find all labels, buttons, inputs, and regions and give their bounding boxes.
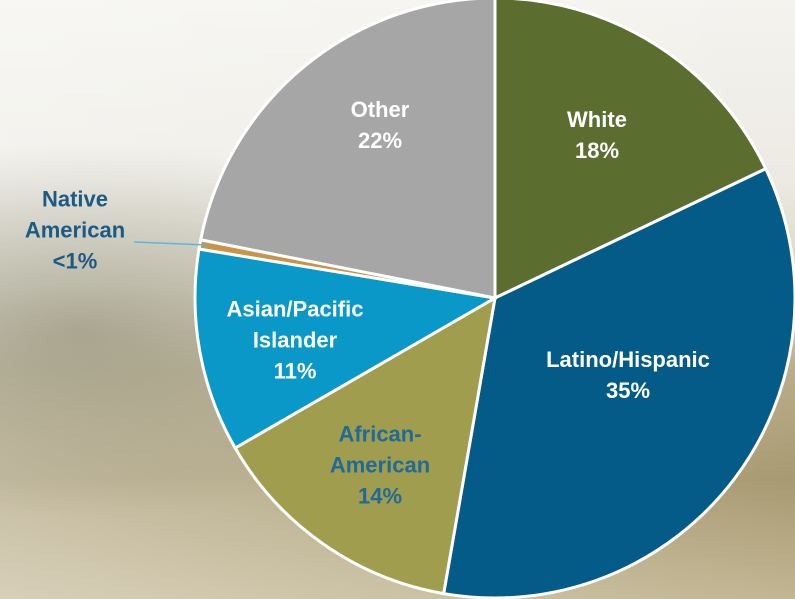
slice-label: Native American<1% xyxy=(15,184,135,277)
category-label: White xyxy=(537,104,657,135)
value-label: 22% xyxy=(320,125,440,156)
category-label: Asian/Pacific Islander xyxy=(200,294,390,356)
category-label: Other xyxy=(320,94,440,125)
page: White18% Latino/Hispanic35% African-Americ… xyxy=(0,0,795,599)
category-label: Native American xyxy=(15,184,135,246)
value-label: 18% xyxy=(537,135,657,166)
value-label: 11% xyxy=(200,356,390,387)
value-label: 14% xyxy=(310,481,450,512)
value-label: <1% xyxy=(15,246,135,277)
value-label: 35% xyxy=(508,375,748,406)
leader-line xyxy=(134,242,207,245)
category-label: African-American xyxy=(310,419,450,481)
category-label: Latino/Hispanic xyxy=(508,344,748,375)
